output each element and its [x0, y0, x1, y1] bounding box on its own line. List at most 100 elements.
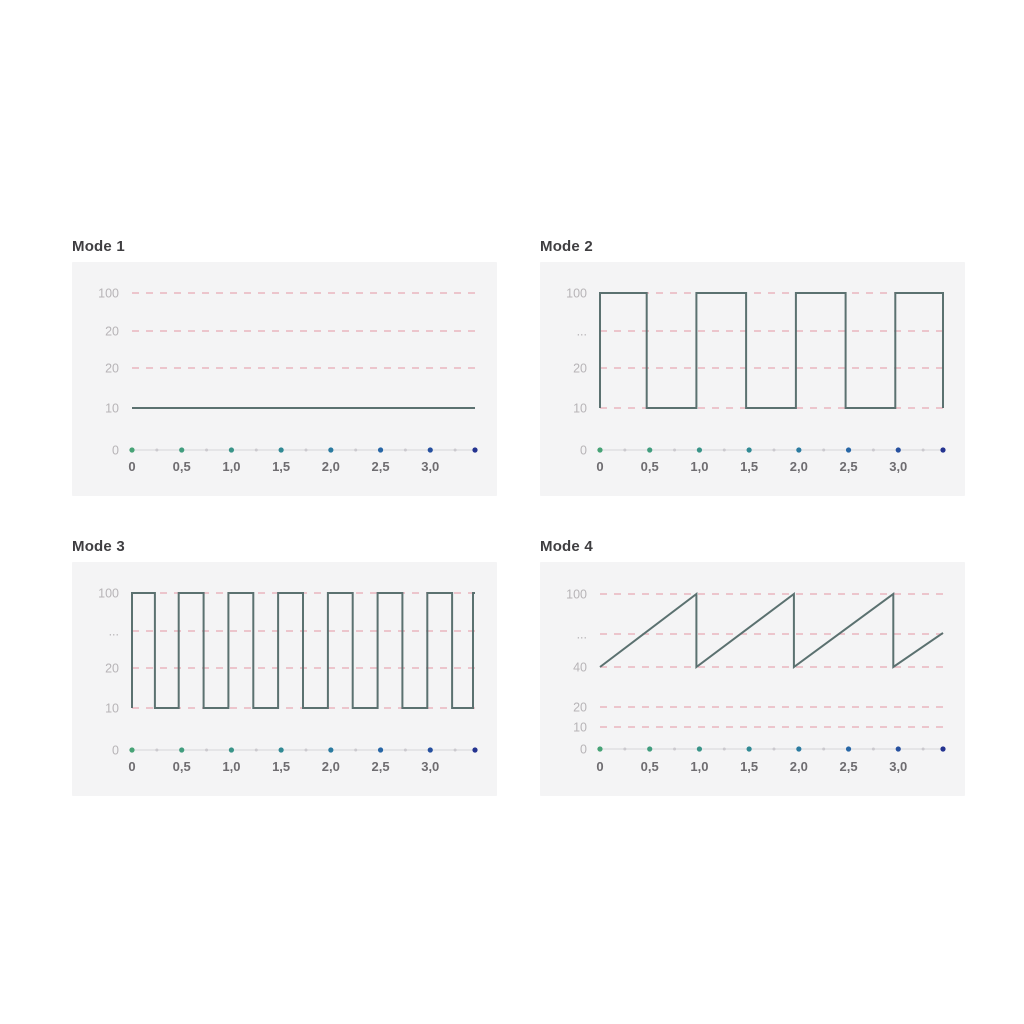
- axis-dot: [179, 747, 185, 753]
- axis-minor-dot: [871, 448, 875, 452]
- axis-dot: [377, 447, 384, 453]
- chart-title-mode-3: Mode 3: [72, 538, 125, 555]
- axis-dot: [472, 747, 478, 753]
- chart-card-mode-4: Mode 4 100... 40 20 10 0 0 0,5 1,0 1,5 2,0 2,5 3,0: [540, 538, 965, 796]
- axis-minor-dot: [453, 448, 457, 452]
- y-tick-label: ...: [109, 625, 119, 639]
- y-tick-label: 20: [105, 362, 119, 376]
- x-tick-label: 3,0: [889, 459, 907, 474]
- x-tick-label: 3,0: [421, 759, 439, 774]
- axis-dot: [278, 447, 284, 453]
- axis-minor-dot: [822, 448, 826, 452]
- axis-minor-dot: [673, 747, 677, 751]
- axis-dot: [179, 447, 185, 453]
- y-tick-label: ...: [577, 325, 587, 339]
- axis-minor-dot: [403, 448, 407, 452]
- x-tick-label: 1,0: [690, 459, 708, 474]
- axis-minor-dot: [772, 747, 776, 751]
- axis-minor-dot: [205, 448, 209, 452]
- axis-dot: [597, 746, 603, 752]
- x-tick-label: 1,0: [222, 459, 240, 474]
- axis-dot: [228, 747, 235, 753]
- chart-panel-mode-3: 100... 20 10 0 0 0,5 1,0 1,5 2,0 2,5 3,0: [72, 562, 497, 796]
- x-tick-label: 1,5: [272, 459, 290, 474]
- waveform-line: [599, 292, 944, 409]
- axis-minor-dot: [772, 448, 776, 452]
- chart-card-mode-3: Mode 3 100... 20 10 0 0 0,5 1,0 1,5 2,0 2,5 3,0: [72, 538, 497, 796]
- chart-title-mode-1: Mode 1: [72, 238, 125, 255]
- axis-dot: [228, 447, 235, 453]
- y-tick-label: 20: [105, 325, 119, 339]
- axis-dot: [895, 447, 901, 453]
- y-tick-label: 100: [98, 587, 119, 601]
- axis-minor-dot: [623, 747, 627, 751]
- axis-minor-dot: [673, 448, 677, 452]
- y-tick-label: 100: [566, 588, 587, 602]
- x-tick-label: 2,5: [372, 759, 390, 774]
- y-tick-label: 10: [573, 402, 587, 416]
- y-tick-label: ...: [577, 628, 587, 642]
- x-tick-label: 2,5: [840, 459, 858, 474]
- axis-dot: [278, 747, 284, 753]
- x-tick-label: 1,0: [690, 759, 708, 774]
- chart-panel-mode-2: 100... 20 10 0 0 0,5 1,0 1,5 2,0 2,5 3,0: [540, 262, 965, 496]
- y-tick-label: 0: [580, 444, 587, 458]
- axis-minor-dot: [205, 748, 209, 752]
- y-tick-label: 20: [573, 362, 587, 376]
- axis-dot: [328, 747, 334, 753]
- waveform-line: [599, 591, 944, 669]
- axis-dot: [746, 746, 752, 752]
- axis-dot: [796, 746, 802, 752]
- x-tick-label: 0: [128, 459, 135, 474]
- x-tick-label: 0,5: [641, 459, 659, 474]
- y-tick-label: 0: [112, 744, 119, 758]
- axis-dot: [597, 447, 603, 453]
- axis-dot: [328, 447, 334, 453]
- chart-title-mode-4: Mode 4: [540, 538, 593, 555]
- axis-minor-dot: [155, 748, 159, 752]
- y-tick-label: 100: [566, 287, 587, 301]
- y-tick-label: 0: [580, 743, 587, 757]
- axis-dot: [696, 746, 703, 752]
- axis-dot: [427, 747, 433, 753]
- x-tick-label: 2,0: [790, 759, 808, 774]
- axis-minor-dot: [254, 748, 258, 752]
- x-tick-label: 1,5: [740, 759, 758, 774]
- axis-minor-dot: [453, 748, 457, 752]
- axis-minor-dot: [822, 747, 826, 751]
- axis-minor-dot: [722, 448, 726, 452]
- axis-minor-dot: [722, 747, 726, 751]
- x-tick-label: 2,5: [840, 759, 858, 774]
- axis-dot: [796, 447, 802, 453]
- axis-dot: [129, 447, 135, 453]
- y-tick-label: 40: [573, 661, 587, 675]
- axis-dot: [845, 746, 852, 752]
- axis-dot: [129, 747, 135, 753]
- x-tick-label: 0,5: [173, 759, 191, 774]
- y-tick-label: 10: [105, 702, 119, 716]
- axis-dot: [895, 746, 901, 752]
- axis-dot: [940, 746, 946, 752]
- x-tick-label: 0: [128, 759, 135, 774]
- axis-minor-dot: [304, 748, 308, 752]
- x-tick-label: 3,0: [889, 759, 907, 774]
- y-tick-label: 10: [105, 402, 119, 416]
- axis-minor-dot: [155, 448, 159, 452]
- waveform-line: [131, 592, 475, 709]
- chart-panel-mode-4: 100... 40 20 10 0 0 0,5 1,0 1,5 2,0 2,5 3,0: [540, 562, 965, 796]
- axis-dot: [940, 447, 946, 453]
- axis-dot: [427, 447, 433, 453]
- axis-dot: [845, 447, 852, 453]
- x-tick-label: 1,5: [272, 759, 290, 774]
- axis-minor-dot: [871, 747, 875, 751]
- y-tick-label: 10: [573, 721, 587, 735]
- x-tick-label: 1,5: [740, 459, 758, 474]
- chart-card-mode-2: Mode 2 100... 20 10 0 0 0,5 1,0 1,5 2,0 2,5 3,0: [540, 238, 965, 496]
- axis-dot: [647, 447, 653, 453]
- x-tick-label: 0,5: [173, 459, 191, 474]
- axis-dot: [746, 447, 752, 453]
- y-tick-label: 100: [98, 287, 119, 301]
